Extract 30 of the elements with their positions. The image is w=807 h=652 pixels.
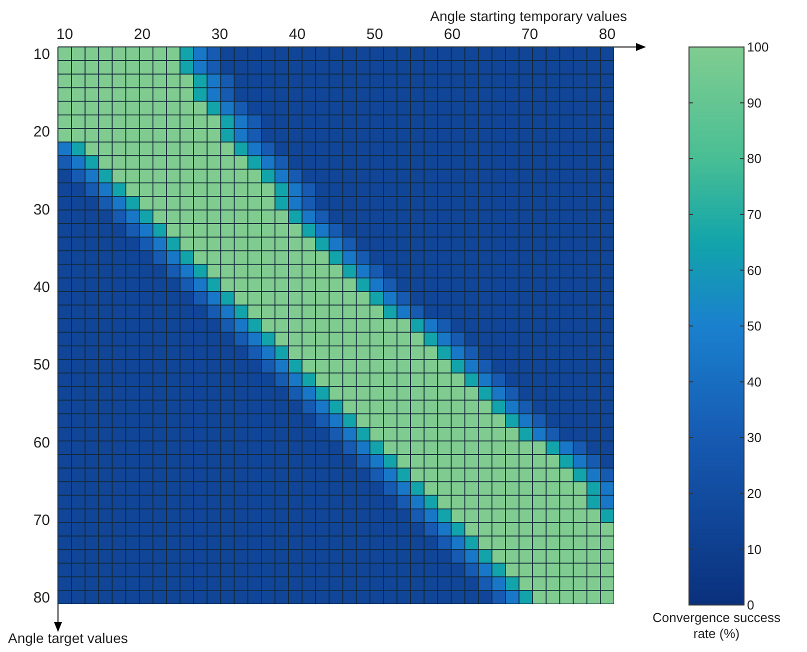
color-bar-label: 50 xyxy=(747,318,762,334)
color-bar-label: 0 xyxy=(747,598,754,613)
color-bar-title: Convergence success rate (%) xyxy=(652,610,782,642)
x-axis-title: Angle starting temporary values xyxy=(430,8,627,24)
y-tick-label: 60 xyxy=(33,434,50,452)
color-bar-label: 90 xyxy=(747,95,762,110)
y-tick-label: 30 xyxy=(33,201,50,218)
y-tick-label: 70 xyxy=(33,512,50,529)
color-bar-label: 30 xyxy=(747,430,762,446)
color-bar-label: 20 xyxy=(747,486,762,501)
y-axis-title: Angle target values xyxy=(8,630,128,646)
x-tick-label: 50 xyxy=(366,26,384,43)
y-tick-label: 10 xyxy=(33,46,50,64)
y-tick-label: 20 xyxy=(33,124,50,141)
x-tick-label: 30 xyxy=(211,26,228,43)
color-bar-label: 100 xyxy=(747,40,769,55)
color-bar-label: 60 xyxy=(747,262,762,278)
x-tick-label: 10 xyxy=(56,26,74,43)
y-tick-label: 80 xyxy=(33,590,50,607)
x-tick-label: 60 xyxy=(444,26,461,43)
color-bar-label: 10 xyxy=(747,542,762,557)
color-bar-label: 70 xyxy=(747,206,762,222)
x-tick-label: 20 xyxy=(134,26,151,43)
color-bar-label: 80 xyxy=(747,151,762,166)
y-tick-label: 50 xyxy=(33,356,50,374)
x-tick-label: 40 xyxy=(288,26,306,43)
y-tick-label: 40 xyxy=(33,279,50,296)
x-tick-label: 70 xyxy=(521,26,538,43)
x-tick-label: 80 xyxy=(598,26,616,43)
color-bar-label: 40 xyxy=(747,374,762,390)
